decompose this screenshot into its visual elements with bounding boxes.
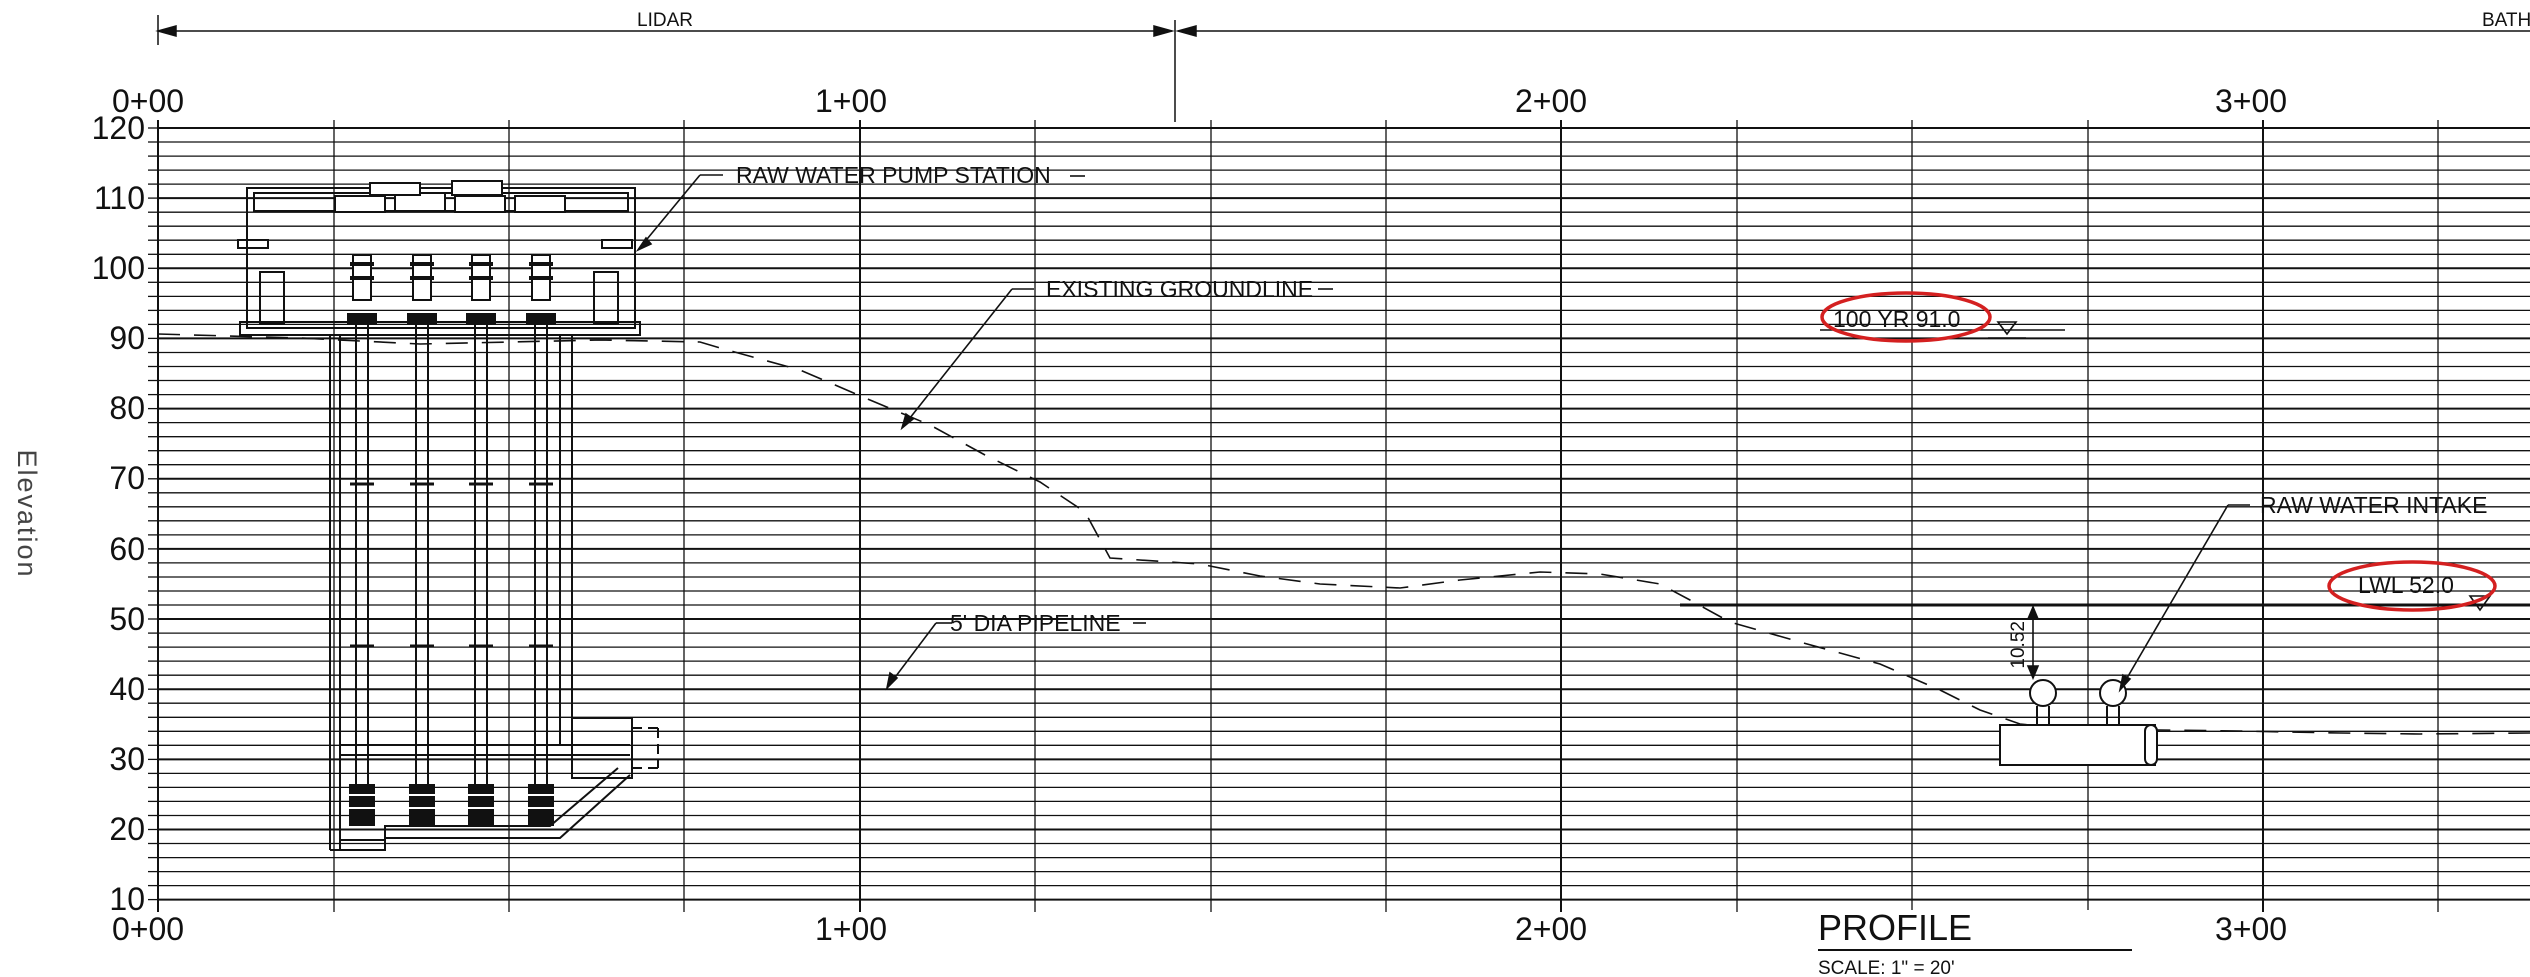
elev-label-90: 90	[109, 320, 145, 356]
elev-label-50: 50	[109, 601, 145, 637]
station-bottom-2: 2+00	[1515, 911, 1587, 947]
flood-level-label: 100 YR 91.0	[1833, 306, 1960, 332]
elev-label-110: 110	[94, 180, 145, 216]
water-levels	[1680, 321, 2530, 612]
low-water-level-highlight	[2327, 560, 2497, 612]
elev-label-40: 40	[109, 671, 145, 707]
elevation-grid	[148, 120, 2530, 912]
elev-label-30: 30	[109, 741, 145, 777]
station-top-2: 2+00	[1515, 83, 1587, 119]
callout-pipeline: 5' DIA PIPELINE	[950, 610, 1121, 636]
station-bottom-0: 0+00	[112, 911, 184, 947]
pump-station	[237, 180, 660, 851]
elev-label-60: 60	[109, 531, 145, 567]
station-top-1: 1+00	[815, 83, 887, 119]
callout-groundline: EXISTING GROUNDLINE	[1046, 276, 1313, 302]
survey-extent-header	[155, 15, 2530, 122]
station-top-3: 3+00	[2215, 83, 2287, 119]
station-bottom-1: 1+00	[815, 911, 887, 947]
raw-water-intake	[1999, 679, 2158, 766]
flood-level-highlight	[1820, 291, 1992, 343]
elev-label-120: 120	[92, 110, 145, 146]
station-bottom-3: 3+00	[2215, 911, 2287, 947]
clearance-dimension	[2026, 604, 2040, 681]
survey-label-bath: BATH	[2482, 10, 2530, 31]
elev-label-70: 70	[109, 460, 145, 496]
elev-label-10: 10	[109, 881, 145, 917]
clearance-label: 10.52'	[2008, 617, 2029, 668]
callout-pump-station: RAW WATER PUMP STATION	[736, 162, 1051, 188]
survey-label-lidar: LIDAR	[637, 10, 693, 31]
callout-leaders	[635, 174, 2250, 693]
station-top-0: 0+00	[112, 83, 184, 119]
axis-title-elevation: Elevation	[12, 449, 42, 578]
profile-title: PROFILE	[1818, 907, 1972, 948]
elev-label-100: 100	[92, 250, 145, 286]
profile-scale: SCALE: 1" = 20'	[1818, 958, 1955, 977]
low-water-level-label: LWL 52.0	[2358, 572, 2454, 598]
callout-intake: RAW WATER INTAKE	[2260, 492, 2487, 518]
elev-label-80: 80	[109, 390, 145, 426]
elev-label-20: 20	[109, 811, 145, 847]
